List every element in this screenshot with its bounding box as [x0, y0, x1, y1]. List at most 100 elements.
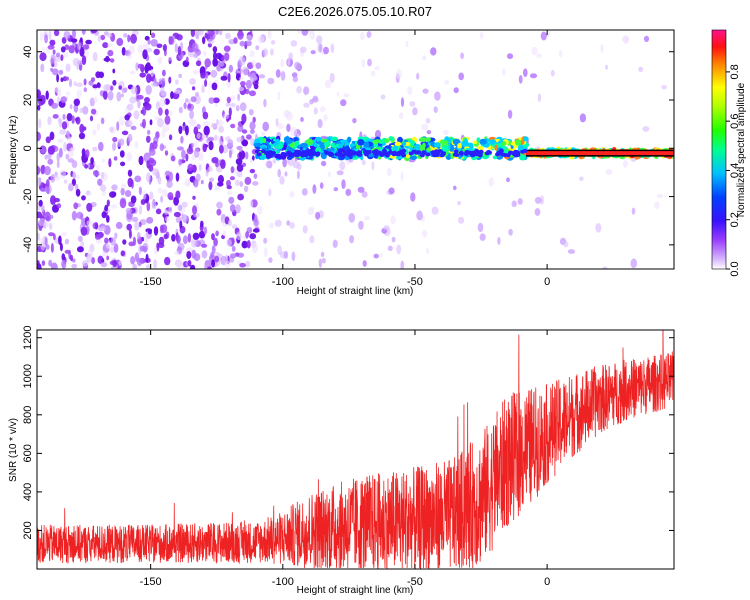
spectrogram-blob [64, 44, 70, 50]
spectrogram-blob [407, 86, 413, 96]
spectrogram-blob [257, 205, 263, 215]
band-halo [328, 152, 334, 157]
spectrogram-blob [208, 97, 215, 104]
band-halo [498, 148, 504, 153]
spectrogram-blob [186, 147, 194, 155]
spectrogram-blob [41, 204, 45, 212]
band-halo [301, 150, 307, 155]
spectrogram-blob [48, 232, 55, 237]
spectrogram-blob [239, 181, 244, 187]
spectrogram-blob [228, 107, 232, 117]
band-blob [388, 136, 394, 142]
band-halo [364, 150, 370, 154]
spectrogram-blob [187, 260, 192, 267]
spectrogram-blob [112, 79, 117, 86]
spectrogram-blob [168, 134, 173, 141]
band-blob [253, 142, 262, 147]
band-blob [464, 138, 468, 145]
spectrogram-blob [203, 125, 210, 136]
band-blob [433, 142, 441, 148]
spectrogram-blob [38, 199, 43, 207]
spectrogram-blob [63, 31, 71, 40]
spectrogram-blob [237, 86, 245, 92]
spectrogram-blob [131, 216, 139, 222]
y-tick-label: -40 [22, 237, 34, 253]
spectrogram-blob [112, 142, 117, 151]
spectrogram-blob [367, 58, 372, 67]
spectrogram-blob [218, 125, 225, 133]
spectrogram-blob [207, 266, 212, 269]
spectrogram-blob [537, 93, 542, 103]
spectrogram-blob [57, 138, 64, 144]
spectrogram-blob [164, 170, 171, 177]
spectrogram-blob [78, 132, 86, 140]
spectrogram-blob [137, 44, 144, 53]
spectrogram-blob [198, 30, 204, 36]
band-blob [520, 154, 526, 161]
spectrogram-blob [222, 144, 229, 154]
spectrogram-blob [294, 61, 301, 70]
snr-y-ticks: 200 400 600 800 1000 1200 [22, 325, 674, 540]
core-line [525, 151, 674, 156]
spectrogram-blob [410, 192, 416, 202]
spectrogram-blob [361, 191, 368, 198]
spectrogram-blob [109, 126, 116, 134]
band-halo [505, 153, 511, 158]
spectrogram-blob [39, 52, 47, 62]
spectrogram-blob [164, 256, 171, 266]
colorbar-tick-label: 0.2 [729, 212, 741, 227]
spectrogram-blob [139, 72, 146, 78]
spectrogram-blob [189, 109, 195, 120]
spectrogram-blob [220, 159, 226, 170]
band-halo [334, 152, 340, 157]
spectrogram-blob [137, 63, 144, 69]
spectrogram-blob [73, 98, 81, 107]
spectrogram-blob [227, 190, 233, 196]
spectrogram-blob [38, 96, 44, 106]
colorbar-tick-label: 0.8 [729, 64, 741, 79]
band-blob [520, 139, 525, 145]
spectrogram-blob [230, 166, 235, 174]
spectrogram-blob [302, 225, 308, 234]
spectrogram-blob [173, 89, 181, 95]
spectrogram-blob [237, 93, 241, 102]
spectrogram-blob [364, 216, 370, 221]
spectrogram-blob [321, 257, 326, 264]
spectrogram-blob [72, 171, 76, 179]
band-blob [425, 137, 431, 142]
spectrogram-blob [67, 136, 72, 144]
spectrogram-blob [336, 92, 340, 97]
spectrogram-blob [62, 113, 66, 120]
band-halo [440, 151, 446, 156]
spectrogram-blob [195, 92, 199, 97]
spectrogram-blob [72, 258, 76, 263]
spectrogram-blob [311, 97, 319, 103]
spectrogram-blob [208, 140, 214, 151]
spectrogram-blob [511, 200, 517, 208]
spectrogram-blob [150, 32, 156, 39]
spectrogram-blob [149, 191, 154, 200]
spectrogram-blob [268, 188, 272, 197]
spectrogram-blob [101, 158, 106, 163]
spectrogram-blob [145, 47, 153, 53]
spectrogram-blob [226, 239, 232, 247]
spectrogram-blob [128, 120, 134, 126]
spectrogram-blob [316, 35, 323, 45]
spectrogram-blob [228, 196, 235, 204]
spectrogram-blob [90, 77, 96, 83]
spectrogram-blob [349, 235, 355, 244]
spectrogram-blob [50, 195, 56, 206]
spectrogram-blob [40, 145, 46, 154]
spectrogram-blob [107, 90, 114, 101]
spectrogram-blob [348, 213, 356, 223]
spectrogram-blob [621, 35, 630, 43]
spectrogram-blob [246, 240, 251, 249]
spectrogram-blob [600, 43, 604, 54]
spectrogram-blob [124, 190, 132, 197]
spectrogram-blob [255, 45, 260, 50]
spectrogram-blob [108, 243, 116, 254]
spectrogram-blob [110, 85, 114, 91]
spectrogram-blob [128, 241, 135, 247]
spectrogram-blob [164, 115, 171, 125]
spectrogram-blob [79, 123, 85, 134]
